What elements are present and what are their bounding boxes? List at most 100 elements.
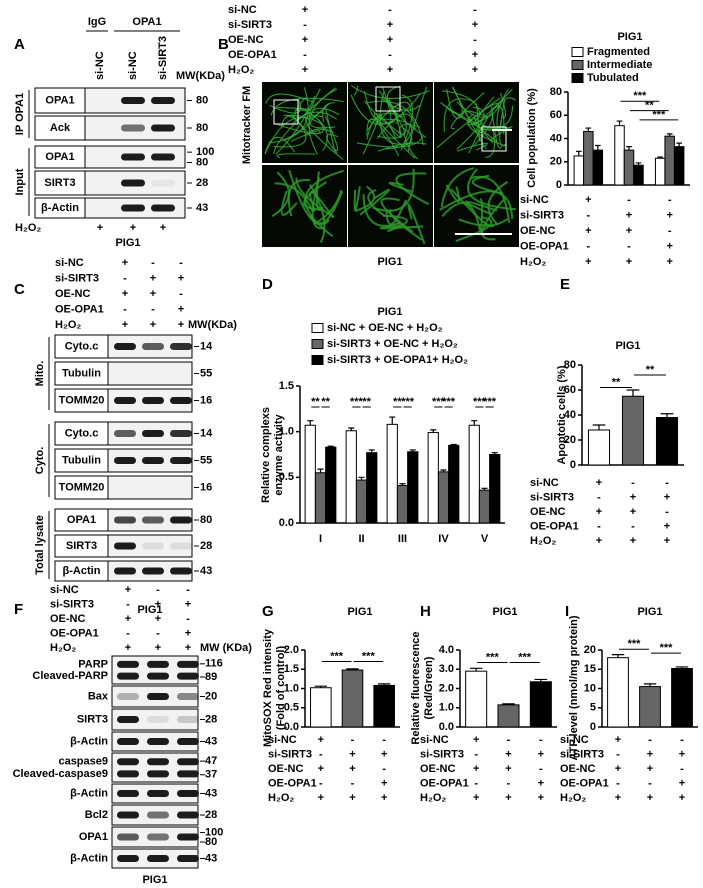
condition-sign: + [666,209,672,221]
mw-title: MW(KDa) [176,70,225,82]
band [142,516,164,524]
condition-sign: + [178,319,184,331]
mw-label: 43 [205,735,217,747]
condition-sign: + [585,194,591,206]
group-label: Total lysate [34,515,46,575]
condition-label: si-SIRT3 [530,491,574,503]
mitochondria [350,93,421,125]
bar [592,149,604,186]
row-label: SIRT3 [66,540,97,552]
mitochondria [475,103,481,142]
mw-label: 43 [205,787,217,799]
mw-label: 43 [205,852,217,864]
condition-label: H₂O₂ [420,792,446,804]
panel-letter: B [218,36,229,53]
band [170,343,192,350]
y-tick-label: 1.5 [284,663,299,675]
condition-sign: - [319,777,323,789]
significance-label: *** [442,396,456,408]
bar [355,479,368,524]
condition-label: si-NC [50,584,79,596]
mw-label: 37 [205,769,217,781]
condition-sign: + [125,613,131,625]
row-label: Cleaved-PARP [32,670,108,682]
band [88,97,112,104]
condition-sign: + [664,491,670,503]
condition-sign: - [507,777,511,789]
y-tick-label: 1.5 [279,380,294,392]
band [114,542,136,550]
row-label: β-Actin [41,202,79,214]
y-tick-label: 1.0 [439,702,454,714]
mitochondria [290,130,321,142]
band [151,153,175,161]
mitochondria [373,112,416,159]
footer: PIG1 [137,604,162,616]
error-bar [409,449,416,452]
legend-label: Fragmented [587,46,650,58]
mw-label: 116 [205,658,223,670]
condition-label: OE-NC [268,763,304,775]
x-tick-label: II [358,533,364,545]
legend-swatch [571,73,584,83]
condition-sign: + [160,222,166,234]
mw-label: 14 [200,427,213,439]
condition-sign: + [626,225,632,237]
band [147,738,169,745]
condition-sign: + [155,642,161,654]
condition-sign: - [474,777,478,789]
y-tick-label: 0.0 [284,721,299,733]
mitochondria [400,94,413,151]
mitochondria [479,197,484,235]
x-tick-label: V [481,533,489,545]
row-label: PARP [78,658,108,670]
mitochondria [492,105,505,135]
error-bar [502,703,515,705]
condition-sign: + [596,506,602,518]
band [147,660,169,668]
condition-sign: + [647,792,653,804]
panel-letter: F [14,601,23,618]
band [177,811,199,819]
lane-label: si-NC [94,51,106,80]
bar [607,657,629,728]
bar [489,454,501,524]
error-bar [440,469,447,472]
legend-swatch [311,355,324,365]
condition-sign: + [538,777,544,789]
error-bar [471,420,478,426]
band [151,204,175,212]
mitochondria [264,116,323,155]
error-bar [626,389,640,397]
bar [407,451,419,524]
condition-label: OE-OPA1 [55,303,104,315]
condition-sign: + [472,64,478,76]
bar [621,395,645,466]
band [142,343,164,350]
error-bar [534,678,548,682]
condition-sign: + [679,777,685,789]
legend-swatch [311,323,324,333]
legend-swatch [571,47,584,57]
micrograph [348,165,433,247]
band [121,204,145,212]
mitochondria [487,181,509,226]
bar [587,429,611,466]
mitochondria [474,117,493,144]
band [170,484,192,491]
band [177,716,199,723]
condition-label: OE-OPA1 [268,777,317,789]
mw-label: 100 [196,146,214,158]
mw-label: 80 [196,94,208,106]
bar [573,155,585,186]
error-bar [575,150,582,156]
mw-label: 20 [205,690,217,702]
mitochondria [456,106,485,150]
condition-sign: + [387,34,393,46]
band [147,693,169,700]
condition-sign: + [472,19,478,31]
y-tick-label: 0.5 [279,471,294,483]
condition-sign: + [630,506,636,518]
condition-sign: - [123,303,127,315]
condition-sign: - [382,763,386,775]
